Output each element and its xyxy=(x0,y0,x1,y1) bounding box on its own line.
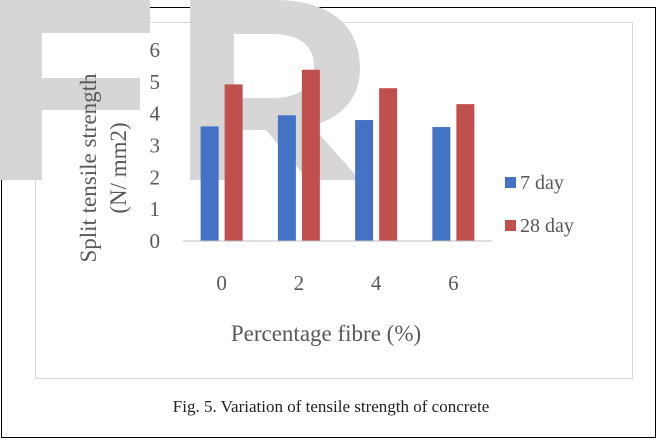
bar-series-2 xyxy=(379,88,398,241)
legend-swatch xyxy=(505,177,516,188)
bar-series-2 xyxy=(456,104,475,241)
y-tick-label: 2 xyxy=(150,165,161,189)
bar-series-1 xyxy=(277,115,296,241)
figure-frame xyxy=(1,7,656,438)
x-tick-label: 2 xyxy=(294,271,305,295)
bar-series-1 xyxy=(200,126,219,241)
watermark-letter-e xyxy=(0,0,150,180)
bar-series-1 xyxy=(432,127,451,241)
legend-swatch xyxy=(505,220,516,231)
y-axis-title-line-2: (N/ mm2) xyxy=(106,122,131,213)
x-axis-title: Percentage fibre (%) xyxy=(231,321,421,346)
y-tick-label: 1 xyxy=(150,197,161,221)
y-tick-label: 5 xyxy=(150,70,161,94)
x-tick-label: 4 xyxy=(371,271,382,295)
bar-series-2 xyxy=(224,84,243,241)
y-tick-label: 6 xyxy=(150,38,161,62)
y-tick-label: 3 xyxy=(150,134,161,158)
y-tick-label: 0 xyxy=(150,229,161,253)
y-tick-label: 4 xyxy=(150,102,161,126)
bar-series-1 xyxy=(355,120,374,241)
x-tick-label: 0 xyxy=(216,271,227,295)
figure-caption: Fig. 5. Variation of tensile strength of… xyxy=(172,397,490,416)
x-tick-label: 6 xyxy=(448,271,459,295)
bar-series-2 xyxy=(301,69,320,241)
legend-label: 28 day xyxy=(520,215,574,237)
legend-label: 7 day xyxy=(520,172,564,194)
y-axis-title-line-1: Split tensile strength xyxy=(76,73,101,263)
